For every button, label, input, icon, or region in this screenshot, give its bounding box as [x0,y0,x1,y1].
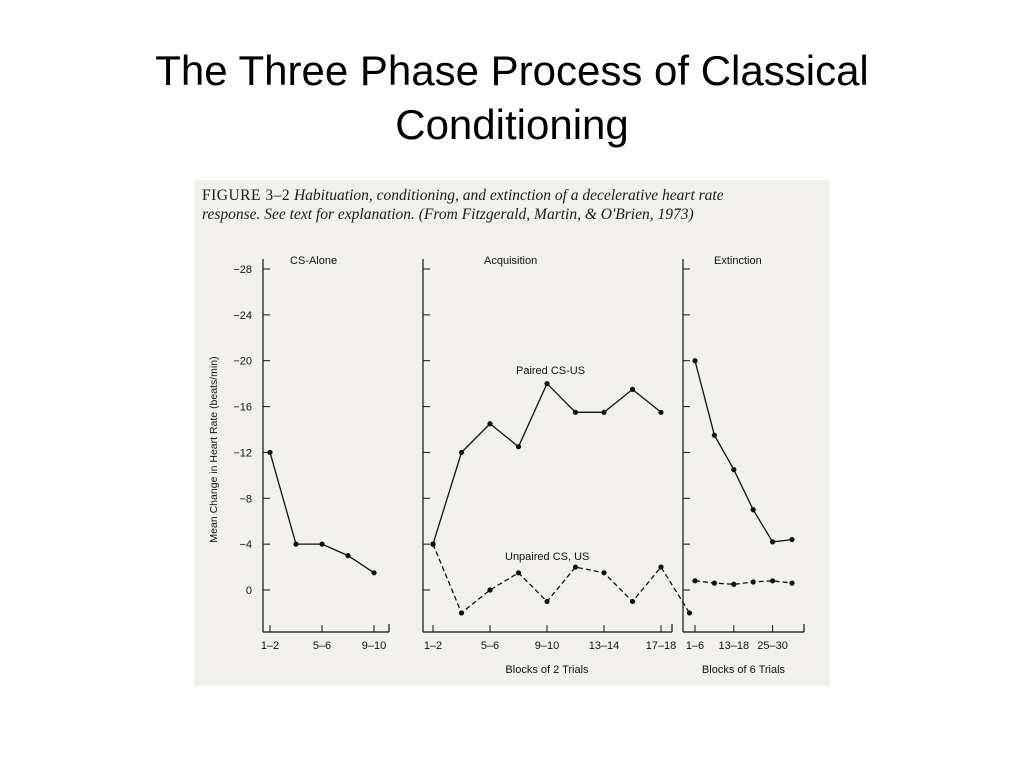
slide-title-line-2: Conditioning [395,101,629,148]
panel-title: Acquisition [484,255,537,267]
x-tick-label: 1–2 [261,640,279,652]
series-line [269,452,375,574]
y-tick-label: −24 [233,310,252,322]
data-point [371,570,377,576]
data-point [601,570,607,576]
data-point [293,541,299,547]
figure-caption-line-2: response. See text for explanation. (Fro… [202,206,694,223]
figure-caption-label: FIGURE 3–2 [202,187,291,204]
series-label: Unpaired CS, US [505,551,589,563]
series-label: Paired CS-US [516,365,585,377]
x-tick-label: 1–2 [424,640,442,652]
x-axis-label: Blocks of 2 Trials [505,664,589,676]
x-tick-label: 13–18 [719,640,750,652]
figure-caption: FIGURE 3–2 Habituation, conditioning, an… [202,186,822,224]
series-line [432,543,691,614]
data-point [572,564,579,570]
data-point [658,409,664,415]
x-tick-label: 5–6 [313,640,331,652]
slide-title: The Three Phase Process of Classical Con… [60,44,964,152]
x-tick-label: 9–10 [535,640,559,652]
data-point [750,579,756,585]
data-point [789,580,795,586]
data-point [711,432,718,438]
data-point [692,358,698,364]
y-axis-label: Mean Change in Heart Rate (beats/min) [208,356,220,542]
data-point [770,539,776,545]
data-point [731,467,737,473]
data-point [711,580,718,586]
y-tick-label: 0 [246,585,252,597]
data-point [515,570,522,576]
y-tick-label: −4 [239,539,252,551]
series-line [694,580,793,585]
slide-title-line-1: The Three Phase Process of Classical [155,47,869,94]
series-line [694,360,793,543]
data-point [750,507,756,513]
x-tick-label: 9–10 [362,640,386,652]
data-point [629,386,636,392]
figure-scan: FIGURE 3–2 Habituation, conditioning, an… [194,180,830,686]
data-point [487,587,493,593]
data-point [319,541,325,547]
y-tick-label: −12 [233,447,252,459]
data-point [601,409,607,415]
data-point [789,536,795,543]
x-tick-label: 17–18 [646,640,677,652]
data-point [430,541,436,547]
data-point [658,564,664,570]
data-point [345,553,351,559]
x-tick-label: 5–6 [481,640,499,652]
data-point [770,578,776,584]
x-tick-label: 13–14 [589,640,620,652]
data-point [458,610,465,616]
data-point [572,409,579,415]
data-point [487,421,493,427]
data-point [544,381,550,387]
heart-rate-chart: Mean Change in Heart Rate (beats/min) 0 −4… [208,255,805,676]
data-point [731,581,737,587]
y-tick-label: −8 [239,493,252,505]
x-axis-label: Blocks of 6 Trials [702,664,786,676]
data-point [544,598,550,605]
y-tick-label: −16 [233,402,252,414]
data-point [267,449,273,456]
data-point [515,444,522,450]
data-point [692,578,698,584]
data-point [629,598,636,605]
y-tick-label: −20 [233,356,252,368]
series-line [432,382,662,545]
panel-title: CS-Alone [290,255,337,267]
y-tick-label: −28 [233,264,252,276]
x-tick-label: 25–30 [757,640,788,652]
figure-caption-line-1: Habituation, conditioning, and extinctio… [293,187,724,204]
panel-title: Extinction [714,255,762,267]
x-tick-label: 1–6 [686,640,704,652]
data-point [458,449,465,456]
data-point [686,610,693,616]
